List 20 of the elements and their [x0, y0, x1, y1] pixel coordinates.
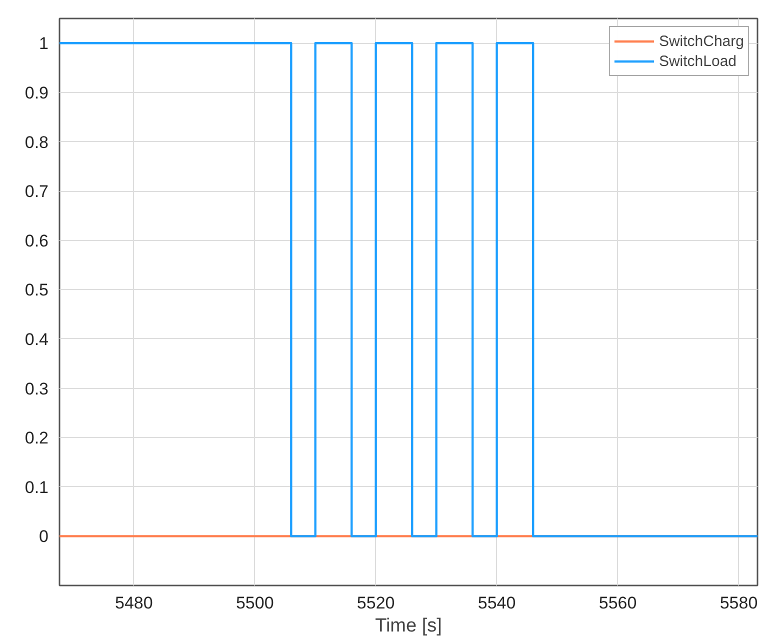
y-tick-label: 0.1 [24, 478, 49, 497]
x-axis-title: Time [s] [375, 616, 442, 636]
x-tick-label: 5520 [356, 594, 395, 612]
x-tick-label: 5540 [478, 594, 516, 612]
x-tick-label: 5500 [236, 594, 274, 612]
y-tick-label: 0.6 [24, 231, 49, 250]
legend-label: SwitchCharg [658, 32, 744, 51]
y-tick-label: 1 [39, 34, 49, 54]
x-tick-label: 5560 [598, 594, 637, 612]
y-tick-label: 0.2 [24, 428, 49, 448]
y-tick-label: 0.3 [24, 379, 49, 398]
y-tick-label: 0 [39, 527, 49, 546]
y-tick-label: 0.7 [24, 182, 49, 202]
y-tick-label: 0.4 [24, 330, 49, 349]
x-tick-label: 5480 [114, 594, 153, 612]
y-tick-label: 0.8 [24, 132, 49, 152]
y-tick-label: 0.9 [24, 83, 49, 102]
y-tick-label: 0.5 [24, 280, 49, 300]
legend-label: SwitchLoad [658, 52, 737, 71]
x-tick-label: 5580 [720, 594, 758, 612]
